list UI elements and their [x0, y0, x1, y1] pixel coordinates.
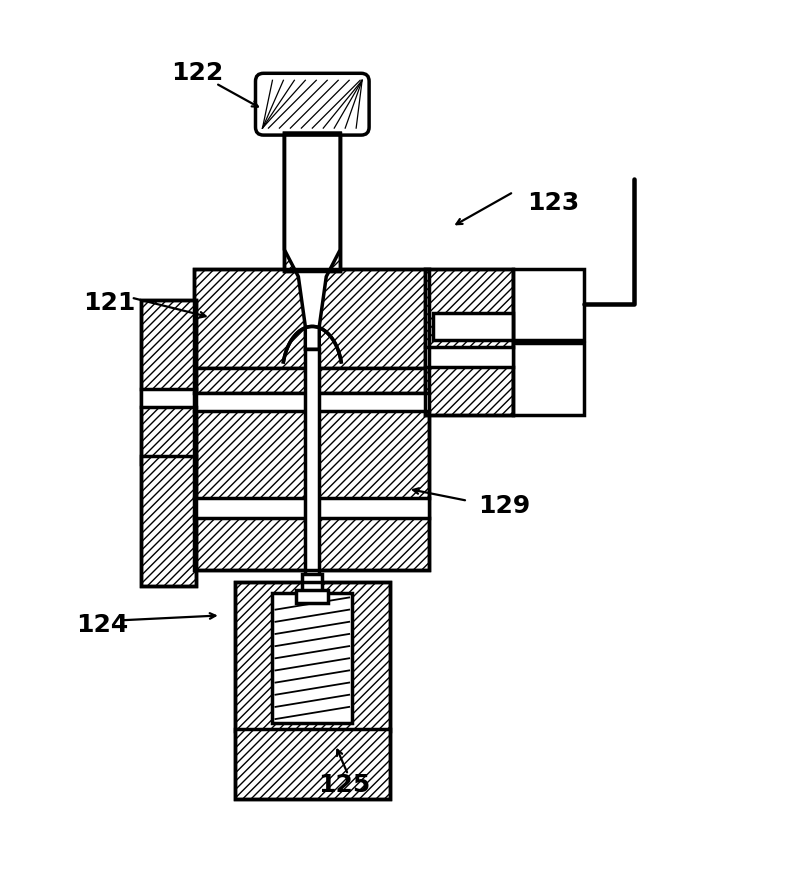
- Text: 122: 122: [170, 62, 223, 85]
- Polygon shape: [285, 133, 340, 350]
- Bar: [234, 581, 390, 798]
- Bar: [425, 268, 513, 415]
- FancyBboxPatch shape: [255, 73, 369, 135]
- Bar: [425, 268, 513, 415]
- Bar: [433, 314, 513, 341]
- Bar: [273, 594, 352, 723]
- Bar: [425, 348, 513, 367]
- Bar: [234, 729, 390, 798]
- Text: 129: 129: [478, 493, 530, 518]
- Bar: [141, 299, 196, 586]
- Text: 121: 121: [83, 291, 135, 315]
- Bar: [194, 268, 429, 569]
- Bar: [141, 456, 196, 586]
- Text: 123: 123: [527, 190, 580, 215]
- Bar: [302, 574, 322, 592]
- Bar: [194, 268, 429, 368]
- Bar: [194, 498, 429, 518]
- Text: 125: 125: [318, 772, 370, 797]
- Bar: [141, 299, 196, 464]
- Bar: [194, 410, 429, 569]
- Bar: [513, 268, 584, 341]
- Bar: [285, 133, 340, 271]
- Bar: [194, 368, 429, 393]
- Bar: [296, 589, 328, 603]
- Text: 124: 124: [76, 613, 128, 637]
- Bar: [234, 581, 390, 731]
- Bar: [285, 133, 340, 271]
- Bar: [141, 389, 196, 407]
- Polygon shape: [306, 350, 319, 576]
- Bar: [513, 343, 584, 415]
- Bar: [194, 393, 429, 411]
